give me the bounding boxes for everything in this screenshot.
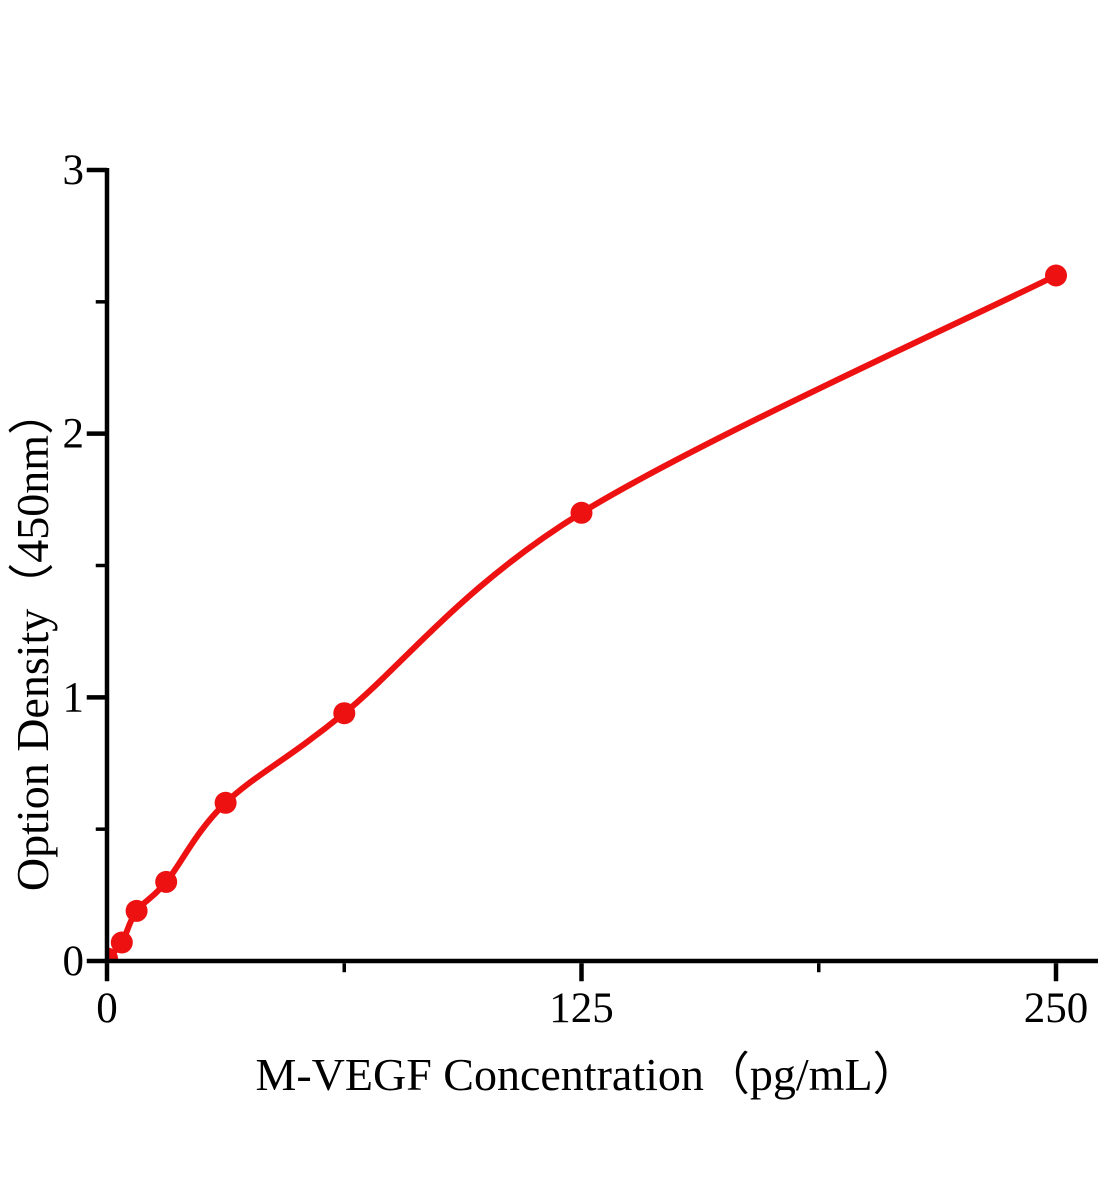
y-tick-label: 1: [63, 674, 85, 721]
tick-label-layer: 0 125 250 0 1 2 3: [63, 147, 1089, 1032]
data-point-marker: [110, 931, 133, 954]
data-point-marker: [107, 947, 118, 961]
x-tick-label: 0: [96, 985, 118, 1032]
data-point-marker: [155, 870, 178, 893]
x-tick-label: 250: [1024, 985, 1089, 1032]
data-point-marker: [570, 501, 593, 524]
data-point-marker: [125, 899, 148, 922]
axes-layer: [86, 167, 1098, 982]
data-point-marker: [1045, 264, 1067, 287]
y-axis-title: Option Density（450nm）: [7, 389, 58, 891]
data-point-marker: [214, 791, 237, 814]
data-point-marker: [333, 702, 356, 725]
plot-layer: [107, 264, 1067, 961]
y-tick-label: 3: [63, 147, 85, 194]
standard-curve-line: [107, 272, 1059, 961]
y-tick-label: 0: [63, 938, 85, 985]
y-tick-label: 2: [63, 411, 85, 458]
x-axis-title: M-VEGF Concentration（pg/mL）: [255, 1049, 918, 1100]
x-tick-label: 125: [549, 985, 614, 1032]
